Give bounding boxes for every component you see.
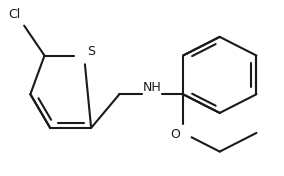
Text: Cl: Cl [8, 8, 20, 21]
Text: S: S [87, 45, 95, 58]
Text: O: O [170, 128, 180, 141]
Text: NH: NH [143, 81, 161, 94]
